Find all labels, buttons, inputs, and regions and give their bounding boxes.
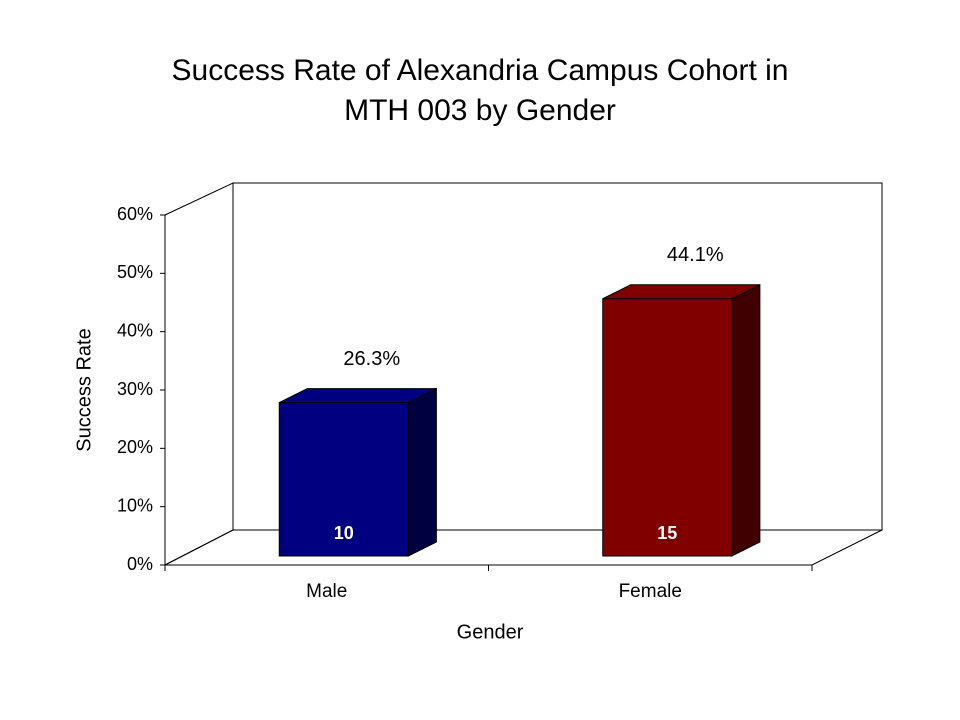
bar-side-shade [407,387,437,557]
x-tick-label: Female [619,581,682,602]
y-tick-label: 30% [117,379,153,399]
y-tick-label: 40% [117,320,153,340]
value-label: 26.3% [343,348,400,370]
count-label: 10 [334,523,354,543]
y-tick-label: 20% [117,437,153,457]
side-wall [164,182,234,566]
chart-title: MTH 003 by Gender [344,94,616,127]
y-axis-title: Success Rate [73,328,95,451]
x-axis-title: Gender [457,621,524,643]
bar-top [602,284,760,300]
y-tick-label: 60% [117,204,153,224]
bar-top [279,388,437,404]
count-label: 15 [657,523,677,543]
floor [164,529,883,566]
chart-title: Success Rate of Alexandria Campus Cohort… [172,54,789,87]
y-tick-label: 10% [117,495,153,515]
bar [602,298,733,557]
bar-side-shade [731,283,761,557]
y-tick-label: 0% [127,554,153,574]
y-tick-label: 50% [117,262,153,282]
x-tick-label: Male [306,581,347,602]
value-label: 44.1% [667,244,724,266]
bar [278,402,409,557]
